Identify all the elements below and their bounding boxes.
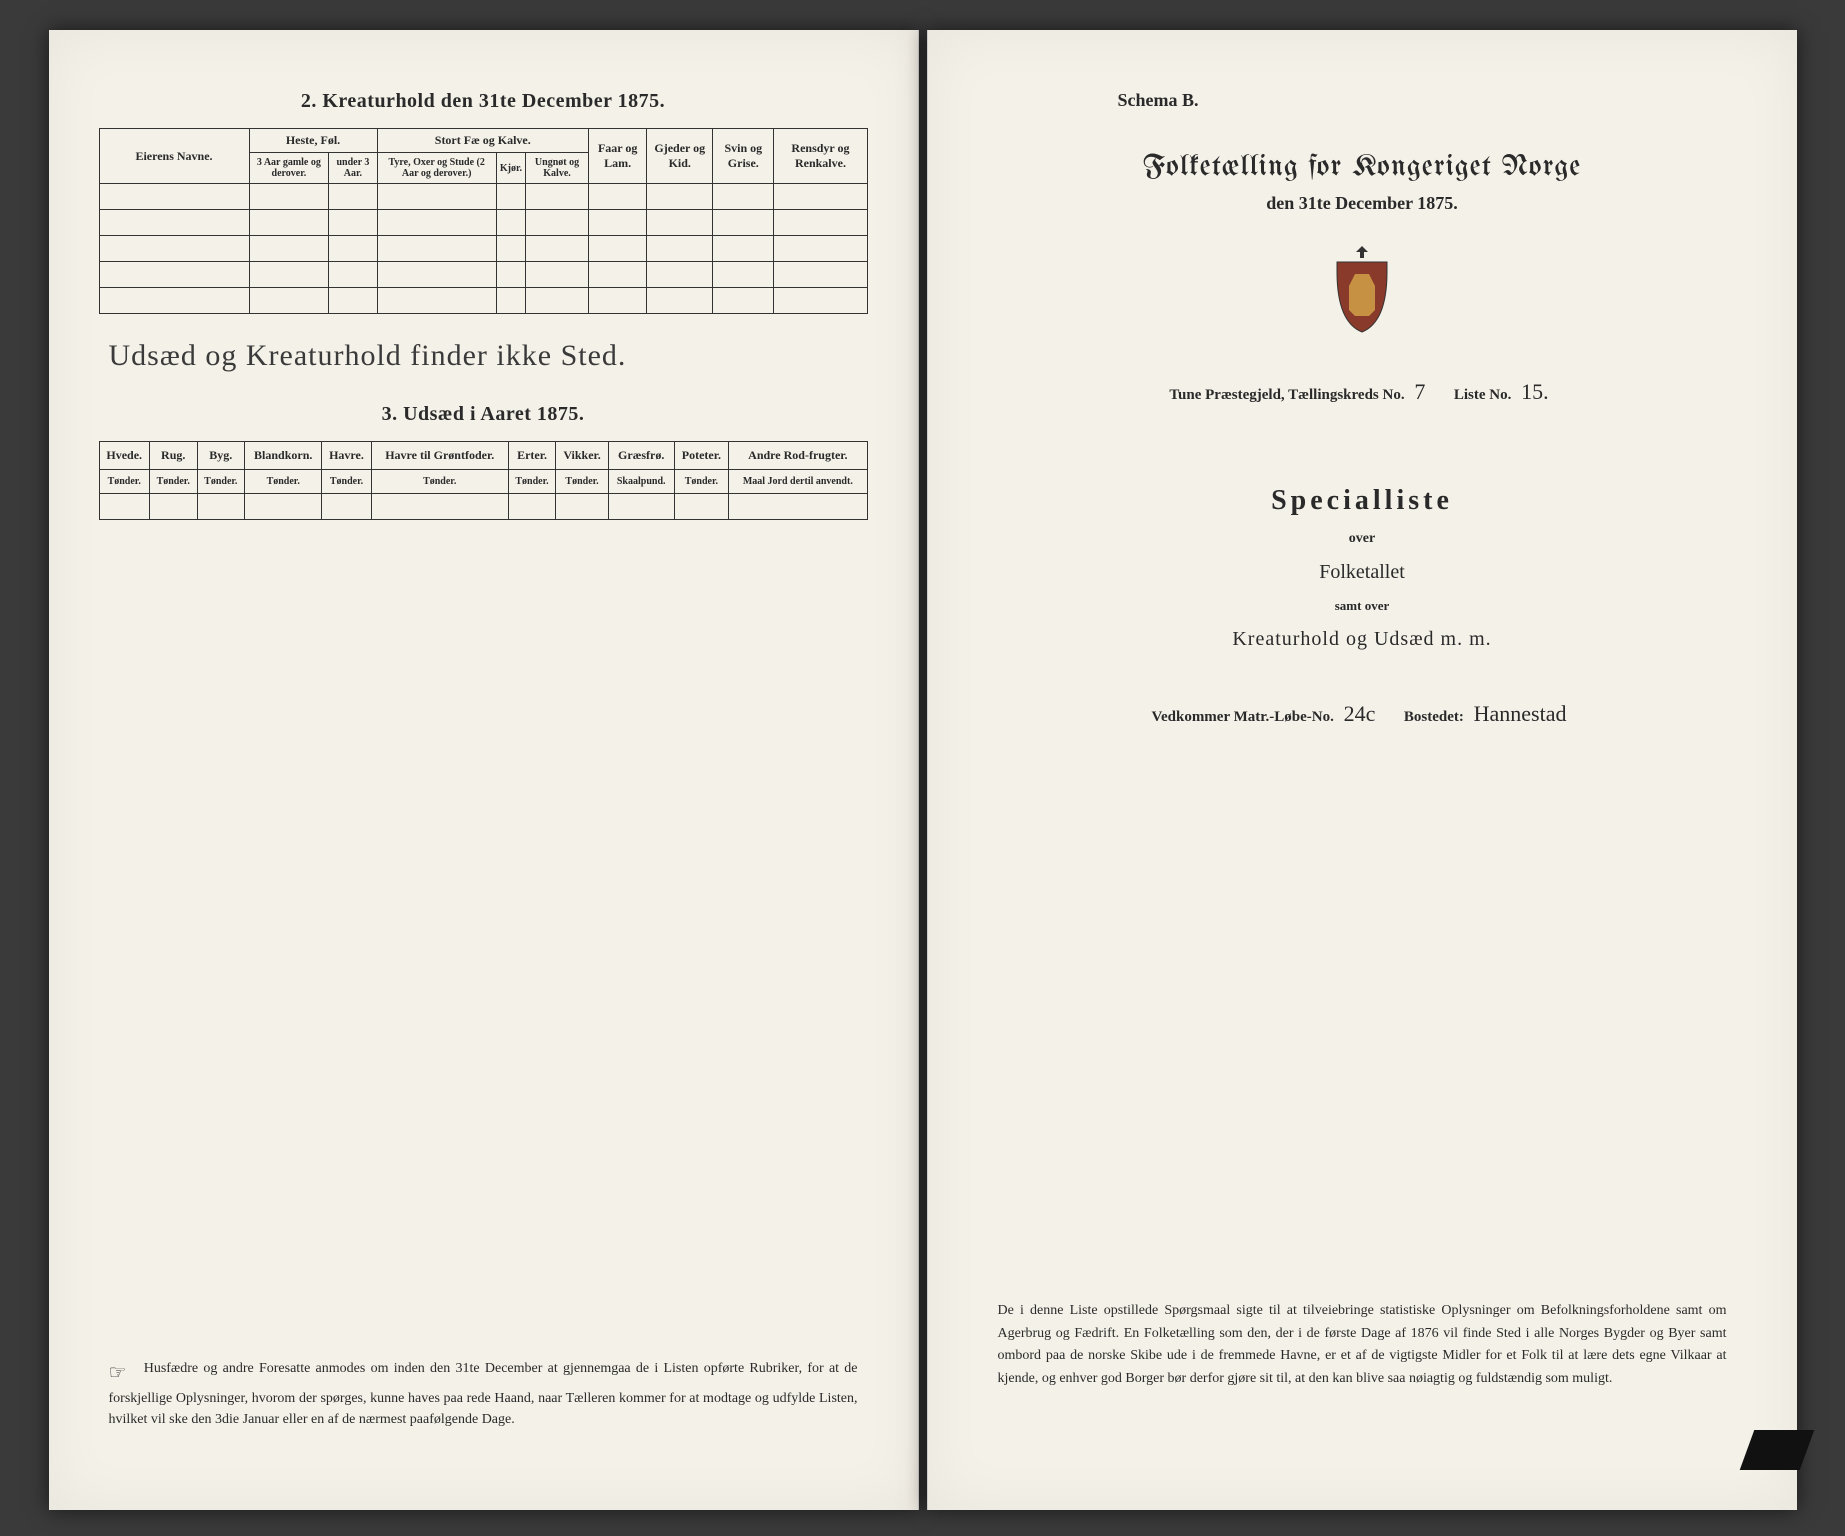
sub-date: den 31te December 1875.	[978, 193, 1747, 214]
grp-stort: Stort Fæ og Kalve.	[377, 129, 589, 153]
vedkommer-label: Vedkommer Matr.-Løbe-No.	[1152, 709, 1334, 725]
main-title: Folketælling for Kongeriget Norge	[978, 151, 1747, 183]
right-page: Schema B. Folketælling for Kongeriget No…	[927, 30, 1797, 1510]
seed-col: Poteter.	[674, 442, 729, 470]
left-page: 2. Kreaturhold den 31te December 1875. E…	[49, 30, 919, 1510]
right-footnote: De i denne Liste opstillede Spørgsmaal s…	[998, 1300, 1727, 1390]
specialliste-heading: Specialliste	[978, 485, 1747, 517]
table-row	[99, 236, 867, 262]
page-corner-tab	[1739, 1430, 1814, 1470]
grp-ren: Rensdyr og Renkalve.	[774, 129, 867, 184]
bostedet-label: Bostedet:	[1404, 709, 1464, 725]
seed-unit: Tønder.	[322, 470, 371, 494]
left-footnote: ☞ Husfædre og andre Foresatte anmodes om…	[109, 1358, 858, 1430]
seed-unit-row: Tønder. Tønder. Tønder. Tønder. Tønder. …	[99, 470, 867, 494]
over-label: over	[978, 531, 1747, 547]
seed-col: Vikker.	[556, 442, 609, 470]
seed-col: Rug.	[149, 442, 197, 470]
seed-col: Havre.	[322, 442, 371, 470]
grp-faar: Faar og Lam.	[589, 129, 647, 184]
seed-unit: Tønder.	[99, 470, 149, 494]
vedkommer-line: Vedkommer Matr.-Løbe-No. 24c Bostedet: H…	[978, 701, 1747, 727]
bostedet-value: Hannestad	[1468, 701, 1573, 726]
seed-unit: Tønder.	[245, 470, 322, 494]
liste-no: 15.	[1515, 379, 1555, 404]
pointing-hand-icon: ☞	[109, 1358, 127, 1388]
seed-unit: Tønder.	[674, 470, 729, 494]
liste-label: Liste No.	[1454, 387, 1512, 403]
seed-table: Hvede. Rug. Byg. Blandkorn. Havre. Havre…	[99, 441, 868, 520]
table-row	[99, 210, 867, 236]
seed-unit: Maal Jord dertil anvendt.	[729, 470, 867, 494]
seed-unit: Tønder.	[556, 470, 609, 494]
seed-col: Andre Rod-frugter.	[729, 442, 867, 470]
seed-unit: Tønder.	[197, 470, 245, 494]
schema-label: Schema B.	[1118, 90, 1747, 111]
samt-label: samt over	[978, 598, 1747, 614]
seed-unit: Tønder.	[508, 470, 556, 494]
table-row	[99, 262, 867, 288]
left-footnote-text: Husfædre og andre Foresatte anmodes om i…	[109, 1361, 858, 1427]
seed-col: Havre til Grøntfoder.	[371, 442, 508, 470]
seed-col: Byg.	[197, 442, 245, 470]
seed-col: Hvede.	[99, 442, 149, 470]
seed-col: Blandkorn.	[245, 442, 322, 470]
district-prefix: Tune Præstegjeld, Tællingskreds No.	[1169, 387, 1404, 403]
district-no: 7	[1408, 379, 1431, 404]
folketallet-label: Folketallet	[978, 561, 1747, 584]
table-row	[99, 494, 867, 520]
sub-s2: Kjør.	[496, 153, 525, 184]
seed-unit: Tønder.	[149, 470, 197, 494]
seed-unit: Skaalpund.	[608, 470, 674, 494]
seed-header-row: Hvede. Rug. Byg. Blandkorn. Havre. Havre…	[99, 442, 867, 470]
district-line: Tune Præstegjeld, Tællingskreds No. 7 Li…	[978, 379, 1747, 405]
table-row	[99, 288, 867, 314]
seed-unit: Tønder.	[371, 470, 508, 494]
section3-title: 3. Udsæd i Aaret 1875.	[99, 403, 868, 426]
grp-gjeder: Gjeder og Kid.	[647, 129, 713, 184]
handwritten-note: Udsæd og Kreaturhold finder ikke Sted.	[109, 339, 858, 373]
coat-of-arms-icon	[978, 244, 1747, 339]
grp-heste: Heste, Føl.	[249, 129, 377, 153]
sub-h2: under 3 Aar.	[329, 153, 377, 184]
sub-s1: Tyre, Oxer og Stude (2 Aar og derover.)	[377, 153, 496, 184]
livestock-table: Eierens Navne. Heste, Føl. Stort Fæ og K…	[99, 128, 868, 314]
seed-col: Græsfrø.	[608, 442, 674, 470]
sub-h1: 3 Aar gamle og derover.	[249, 153, 329, 184]
seed-col: Erter.	[508, 442, 556, 470]
matr-no: 24c	[1338, 701, 1382, 726]
sub-s3: Ungnøt og Kalve.	[526, 153, 589, 184]
grp-svin: Svin og Grise.	[713, 129, 774, 184]
kreatur-label: Kreaturhold og Udsæd m. m.	[978, 628, 1747, 651]
table-row	[99, 184, 867, 210]
col-owner-name: Eierens Navne.	[99, 129, 249, 184]
section2-title: 2. Kreaturhold den 31te December 1875.	[99, 90, 868, 113]
